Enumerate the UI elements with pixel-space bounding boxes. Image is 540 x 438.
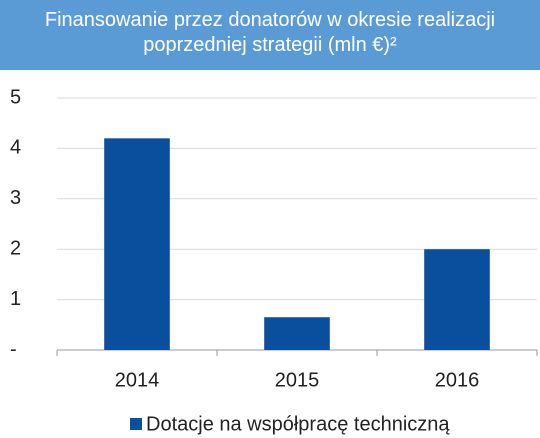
bar <box>264 317 330 350</box>
x-tick-label: 2015 <box>275 369 320 391</box>
legend-swatch <box>130 418 142 430</box>
y-tick-label: 1 <box>10 288 21 310</box>
x-tick-label: 2014 <box>115 369 160 391</box>
x-tick-label: 2016 <box>435 369 480 391</box>
bar <box>104 138 170 350</box>
y-tick-label: 2 <box>10 237 21 259</box>
chart-title: Finansowanie przez donatorów w okresie r… <box>0 0 540 70</box>
legend-label: Dotacje na współpracę techniczną <box>146 413 450 435</box>
y-tick-label: 5 <box>10 86 21 108</box>
y-tick-label: 3 <box>10 187 21 209</box>
y-tick-label: - <box>10 338 17 360</box>
bar <box>424 249 490 350</box>
y-tick-label: 4 <box>10 137 21 159</box>
